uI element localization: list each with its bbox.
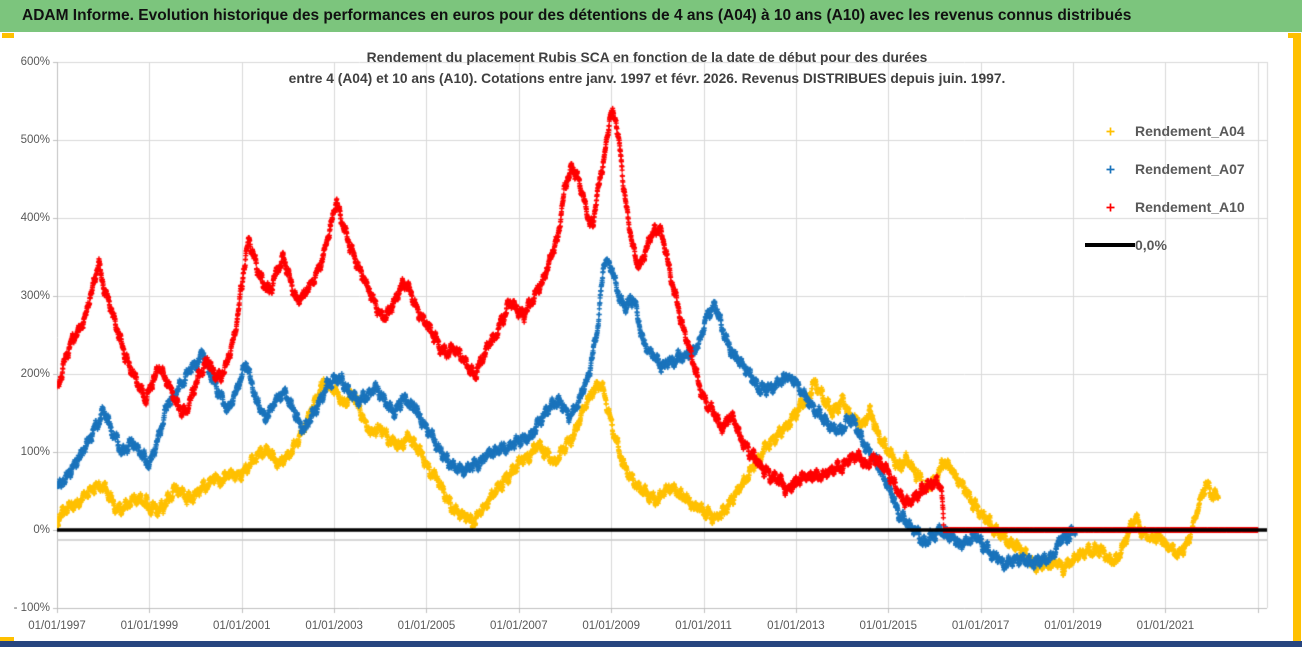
x-tick-label: 01/01/2007 [490,620,548,632]
legend[interactable]: Rendement_A04 Rendement_A07 Rendement_A1… [1085,112,1281,264]
legend-label: Rendement_A04 [1135,123,1245,139]
y-tick-label: 500% [20,134,50,146]
y-tick-label: - 100% [13,602,50,614]
x-tick-label: 01/01/1999 [120,620,179,632]
legend-label: 0,0% [1135,237,1167,253]
chart-title-line2: entre 4 (A04) et 10 ans (A10). Cotations… [288,71,1006,86]
x-tick-label: 01/01/2021 [1136,620,1195,632]
gold-border-top-left [2,33,14,38]
plus-marker-icon [1085,126,1135,137]
gold-border-top-right [1288,33,1301,38]
y-tick-label: 100% [20,446,50,458]
y-tick-label: 600% [20,56,50,68]
x-tick-label: 01/01/2009 [582,620,640,632]
x-tick-label: 01/01/2003 [305,620,363,632]
x-tick-label: 01/01/2019 [1044,620,1102,632]
legend-label: Rendement_A10 [1135,199,1245,215]
y-tick-label: 0% [33,524,50,536]
bottom-bar [0,641,1302,647]
x-tick-label: 01/01/2001 [212,620,271,632]
title-bar-text: ADAM Informe. Evolution historique des p… [22,7,1132,24]
legend-label: Rendement_A07 [1135,161,1245,177]
y-tick-label: 300% [20,290,50,302]
x-tick-label: 01/01/2017 [951,620,1010,632]
line-marker-icon [1085,242,1135,248]
chart-title-line1: Rendement du placement Rubis SCA en fonc… [366,50,928,65]
x-tick-label: 01/01/2015 [859,620,918,632]
x-tick-label: 01/01/2013 [767,620,825,632]
x-tick-label: 01/01/1997 [28,620,86,632]
x-tick-label: 01/01/2011 [675,620,732,632]
y-tick-label: 400% [20,212,50,224]
x-tick-label: 01/01/2005 [397,620,456,632]
gold-border-right [1293,38,1301,642]
y-tick-label: 200% [20,368,50,380]
legend-item-a04[interactable]: Rendement_A04 [1085,112,1281,150]
chart-title: Rendement du placement Rubis SCA en fonc… [57,47,1237,89]
title-bar: ADAM Informe. Evolution historique des p… [0,0,1302,32]
legend-item-zero-line[interactable]: 0,0% [1085,226,1281,264]
legend-item-a07[interactable]: Rendement_A07 [1085,150,1281,188]
plus-marker-icon [1085,202,1135,213]
legend-item-a10[interactable]: Rendement_A10 [1085,188,1281,226]
plus-marker-icon [1085,164,1135,175]
